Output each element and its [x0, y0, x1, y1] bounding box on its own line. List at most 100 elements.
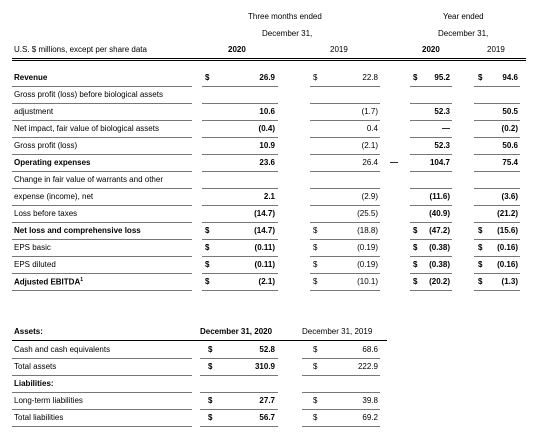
currency-symbol: $	[313, 73, 318, 82]
row-label: EPS diluted	[14, 260, 56, 269]
col-header-q2020: 2020	[228, 45, 246, 54]
cell-rule	[202, 290, 278, 291]
table-row: Gross profit (loss) 10.9 (2.1) 52.3 50.6	[0, 138, 537, 155]
table-row: EPS diluted $ (0.11) $ (0.19) $ (0.38) $ (0.16)	[0, 257, 537, 274]
cell-rule	[202, 154, 278, 155]
table-row: EPS basic $ (0.11) $ (0.19) $ (0.38) $ (0.16)	[0, 240, 537, 257]
value-cell: (0.11)	[254, 243, 275, 252]
value-cell: 23.6	[259, 158, 275, 167]
value-cell: (1.3)	[501, 277, 518, 286]
value-cell: (2.1)	[361, 141, 378, 150]
row-label: Adjusted EBITDA1	[14, 277, 84, 287]
header-rule-2	[12, 60, 526, 61]
currency-symbol: $	[208, 396, 213, 405]
cell-rule	[12, 375, 192, 376]
label-rule	[12, 137, 192, 138]
value-cell: 75.4	[502, 158, 518, 167]
value-cell: 2.1	[263, 192, 275, 201]
cell-rule	[310, 103, 380, 104]
value-cell: 310.9	[254, 362, 275, 371]
label-rule	[12, 256, 192, 257]
cell-rule	[200, 392, 278, 393]
value-cell: (0.4)	[258, 124, 275, 133]
value-cell: (2.9)	[361, 192, 378, 201]
currency-symbol: $	[205, 243, 210, 252]
cell-rule	[410, 239, 452, 240]
currency-symbol: $	[313, 362, 318, 371]
value-cell: 104.7	[429, 158, 450, 167]
currency-symbol: $	[478, 243, 483, 252]
value-cell: 50.5	[502, 107, 518, 116]
currency-symbol: $	[313, 243, 318, 252]
currency-symbol: $	[313, 396, 318, 405]
cell-rule	[202, 103, 278, 104]
table-row: Operating expenses 23.6 26.4 — 104.7 75.4	[0, 155, 537, 172]
cell-rule	[474, 120, 520, 121]
cell-rule	[410, 171, 452, 172]
units-label: U.S. $ millions, except per share data	[14, 45, 147, 54]
cell-rule	[474, 188, 520, 189]
cell-rule	[310, 188, 380, 189]
cell-rule	[474, 256, 520, 257]
cell-rule	[302, 409, 380, 410]
value-cell: 26.9	[259, 73, 275, 82]
value-cell: (0.19)	[357, 260, 378, 269]
table-row: Total liabilities $56.7 $69.2	[0, 410, 537, 427]
cell-rule	[310, 171, 380, 172]
label-rule	[12, 188, 192, 189]
cell-rule	[202, 188, 278, 189]
cell-rule	[410, 86, 452, 87]
value-cell: (0.38)	[429, 260, 450, 269]
cell-rule	[202, 239, 278, 240]
currency-symbol: $	[205, 260, 210, 269]
cell-rule	[410, 154, 452, 155]
cell-rule	[310, 120, 380, 121]
value-cell: 52.8	[259, 345, 275, 354]
label-rule	[12, 205, 192, 206]
cell-rule	[200, 358, 278, 359]
value-cell: 68.6	[362, 345, 378, 354]
currency-symbol: $	[313, 277, 318, 286]
three-months-subheading: December 31,	[262, 29, 313, 38]
value-cell: (25.5)	[357, 209, 378, 218]
currency-symbol: $	[413, 226, 418, 235]
row-label: Liabilities:	[14, 379, 54, 388]
table-row: Gross profit (loss) before biological as…	[0, 87, 537, 104]
col-header-y2019: 2019	[487, 45, 505, 54]
table-row: Change in fair value of warrants and oth…	[0, 172, 537, 189]
value-cell: (14.7)	[254, 226, 275, 235]
row-label: Cash and cash equivalents	[14, 345, 111, 354]
table-row: Net impact, fair value of biological ass…	[0, 121, 537, 138]
value-cell: (47.2)	[429, 226, 450, 235]
cell-rule	[474, 154, 520, 155]
cell-rule	[310, 86, 380, 87]
value-cell: 50.6	[502, 141, 518, 150]
cell-rule	[202, 273, 278, 274]
value-cell: (0.11)	[254, 260, 275, 269]
row-label: Total assets	[14, 362, 57, 371]
currency-symbol: $	[205, 226, 210, 235]
table-row: Long-term liabilities $27.7 $39.8	[0, 393, 537, 410]
value-cell: (2.1)	[258, 277, 275, 286]
currency-symbol: $	[208, 345, 213, 354]
label-rule	[12, 273, 192, 274]
currency-symbol: $	[313, 413, 318, 422]
assets-heading: Assets:	[14, 327, 43, 336]
table-row: Total assets $310.9 $222.9	[0, 359, 537, 376]
row-label: Loss before taxes	[14, 209, 78, 218]
footnote-marker: 1	[80, 277, 84, 283]
value-cell: (15.6)	[497, 226, 518, 235]
col-header-y2020: 2020	[422, 45, 440, 54]
year-ended-subheading: December 31,	[438, 29, 489, 38]
value-cell: 56.7	[259, 413, 275, 422]
cell-rule	[310, 137, 380, 138]
row-label: Gross profit (loss)	[14, 141, 78, 150]
cell-rule	[310, 256, 380, 257]
table-row: Loss before taxes (14.7) (25.5) (40.9) (21.2…	[0, 206, 537, 223]
row-label: Gross profit (loss) before biological as…	[14, 90, 163, 99]
cell-rule	[474, 239, 520, 240]
value-cell: 95.2	[434, 73, 450, 82]
currency-symbol: $	[208, 413, 213, 422]
cell-rule	[310, 273, 380, 274]
table-row: Adjusted EBITDA1 $ (2.1) $ (10.1) $ (20.2) $ (1.…	[0, 274, 537, 291]
